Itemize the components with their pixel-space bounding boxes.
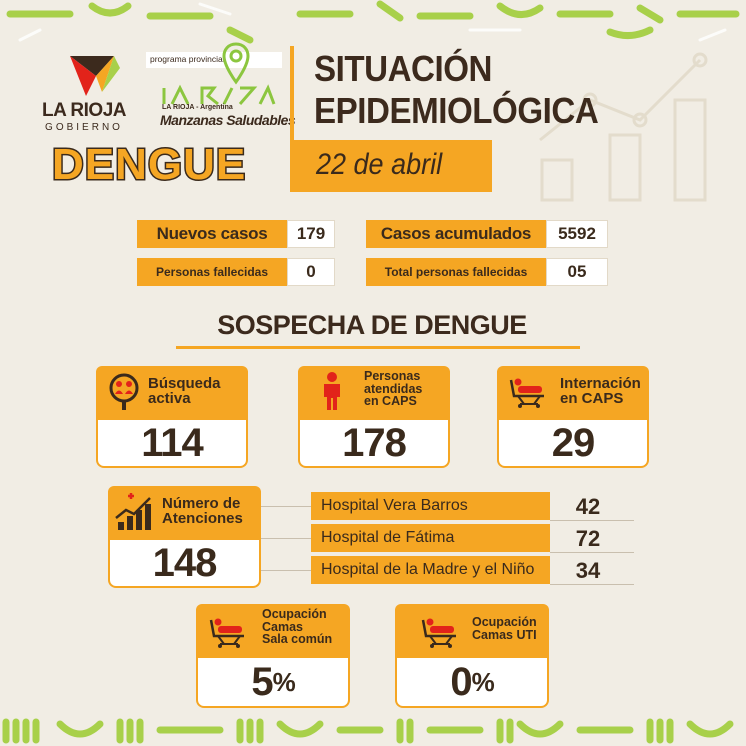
card-busqueda-title: Búsqueda activa (148, 376, 221, 406)
hospital-row-fatima: Hospital de Fátima (311, 524, 550, 552)
card-internacion-title-line2: en CAPS (560, 390, 624, 407)
card-caps-title-line3: en CAPS (364, 394, 417, 408)
deceased-value: 0 (287, 258, 335, 286)
hospital-connector (261, 538, 311, 539)
hospital-value-vera-barros: 42 (575, 494, 601, 519)
card-ocupacion-comun-title-line3: Sala común (262, 632, 333, 646)
percent-unit: % (272, 666, 296, 697)
new-cases-value: 179 (287, 220, 335, 248)
deceased-label: Personas fallecidas (137, 258, 287, 286)
manzanas-saludables-label: Manzanas Saludables (160, 112, 296, 128)
ocupacion-comun-number: 5 (251, 659, 273, 704)
section-underline (176, 346, 580, 349)
card-internacion-title: Internación en CAPS (560, 376, 641, 406)
la-rioja-logo (70, 56, 120, 96)
card-ocupacion-comun-title: Ocupación Camas Sala común (262, 608, 332, 646)
title-divider (290, 46, 294, 184)
hospital-bed-icon (421, 618, 456, 648)
card-ocupacion-comun-title-line1: Ocupación (262, 607, 327, 621)
card-ocupacion-comun-title-line2: Camas (262, 619, 303, 634)
card-busqueda-title-line1: Búsqueda (148, 375, 221, 392)
card-atenciones-title-line2: Atenciones (162, 510, 243, 527)
percent-unit: % (471, 666, 495, 697)
card-caps-title-line1: Personas (364, 369, 421, 383)
hospital-underline (550, 584, 634, 585)
total-deceased-label: Total personas fallecidas (366, 258, 546, 286)
card-caps-title-line2: atendidas (364, 381, 423, 396)
la-rioja-name: LA RIOJA (42, 100, 126, 121)
card-caps-title: Personas atendidas en CAPS (364, 370, 422, 408)
gobierno-label: GOBIERNO (45, 122, 123, 133)
hospital-row-vera-barros: Hospital Vera Barros (311, 492, 550, 520)
program-label: programa provincial (150, 54, 225, 64)
card-busqueda-value: 114 (96, 420, 248, 468)
decorative-chart (539, 52, 708, 202)
manzanas-wordmark (162, 84, 276, 106)
card-internacion-value: 29 (497, 420, 649, 468)
hospital-underline (550, 552, 634, 553)
report-date: 22 de abril (316, 148, 443, 181)
card-ocupacion-comun-value: 5% (196, 658, 350, 708)
card-ocupacion-uti-value: 0% (395, 658, 549, 708)
la-rioja-argentina-label: LA RIOJA - Argentina (162, 104, 233, 111)
location-pin-icon (222, 42, 250, 85)
accumulated-cases-label: Casos acumulados (366, 220, 546, 248)
card-atenciones-title: Número de Atenciones (162, 496, 243, 526)
growth-chart-icon (115, 493, 151, 530)
hospital-underline (550, 520, 634, 521)
card-ocupacion-uti-header (395, 604, 549, 658)
hospital-row-madre-nino: Hospital de la Madre y el Niño (311, 556, 550, 584)
hospital-bed-icon (509, 378, 544, 408)
disease-title: DENGUE (50, 139, 247, 191)
card-ocupacion-uti-title-line1: Ocupación (472, 615, 537, 629)
total-deceased-value: 05 (546, 258, 608, 286)
new-cases-label: Nuevos casos (137, 220, 287, 248)
card-atenciones-title-line1: Número de (162, 495, 241, 512)
card-caps-value: 178 (298, 420, 450, 468)
hospital-value-fatima: 72 (575, 526, 601, 551)
person-icon (324, 372, 340, 410)
card-caps-header (298, 366, 450, 420)
search-people-icon (109, 373, 139, 410)
date-box (290, 140, 492, 192)
page-title-line2: EPIDEMIOLÓGICA (314, 90, 599, 131)
ocupacion-uti-number: 0 (450, 659, 472, 704)
card-busqueda-title-line2: activa (148, 390, 191, 407)
page-title-line1: SITUACIÓN (314, 48, 493, 89)
accumulated-cases-value: 5592 (546, 220, 608, 248)
hospital-connector (261, 570, 311, 571)
card-internacion-title-line1: Internación (560, 375, 641, 392)
card-atenciones-value: 148 (108, 540, 261, 588)
section-title: SOSPECHA DE DENGUE (217, 310, 527, 340)
hospital-bed-icon (209, 618, 244, 648)
hospital-value-madre-nino: 34 (575, 558, 601, 583)
card-ocupacion-uti-title-line2: Camas UTI (472, 627, 537, 642)
card-ocupacion-uti-title: Ocupación Camas UTI (472, 616, 537, 641)
hospital-connector (261, 506, 311, 507)
